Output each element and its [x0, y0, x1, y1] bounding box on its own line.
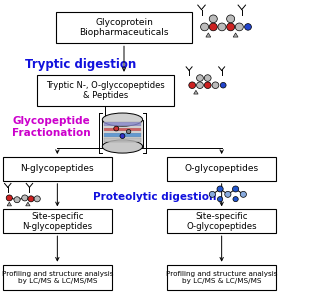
Circle shape	[204, 75, 211, 81]
Bar	[56, 12, 192, 43]
Bar	[104, 138, 141, 142]
Polygon shape	[233, 33, 238, 37]
Circle shape	[240, 191, 246, 197]
Circle shape	[22, 195, 28, 201]
Text: Glycopeptide
Fractionation: Glycopeptide Fractionation	[12, 116, 91, 138]
Text: N-glycopeptides: N-glycopeptides	[20, 164, 94, 173]
Circle shape	[34, 196, 40, 202]
Circle shape	[197, 75, 203, 81]
Ellipse shape	[102, 140, 143, 153]
Bar	[104, 122, 141, 126]
Bar	[3, 265, 112, 290]
Circle shape	[197, 82, 203, 89]
Circle shape	[120, 134, 125, 138]
Circle shape	[209, 23, 217, 31]
Text: Profiling and structure analysis
by LC/MS & LC/MS/MS: Profiling and structure analysis by LC/M…	[166, 271, 277, 284]
Bar	[37, 75, 174, 106]
Circle shape	[227, 15, 235, 23]
Bar	[104, 133, 141, 137]
Bar	[104, 128, 141, 131]
Bar	[167, 265, 276, 290]
Polygon shape	[26, 202, 30, 206]
Ellipse shape	[102, 113, 143, 126]
Text: Profiling and structure analysis
by LC/MS & LC/MS/MS: Profiling and structure analysis by LC/M…	[2, 271, 113, 284]
Circle shape	[6, 195, 12, 201]
Circle shape	[235, 23, 243, 31]
Text: O-glycopeptides: O-glycopeptides	[184, 164, 259, 173]
Circle shape	[218, 23, 226, 31]
Bar	[167, 209, 276, 233]
Text: Site-specific
N-glycopeptides: Site-specific N-glycopeptides	[22, 212, 92, 231]
Bar	[102, 120, 143, 147]
Circle shape	[217, 186, 223, 192]
Text: Proteolytic digestion: Proteolytic digestion	[93, 192, 216, 202]
Text: Site-specific
O-glycopeptides: Site-specific O-glycopeptides	[186, 212, 257, 231]
Circle shape	[114, 126, 119, 131]
Circle shape	[28, 196, 34, 202]
Circle shape	[233, 197, 238, 202]
Circle shape	[232, 186, 239, 192]
Polygon shape	[194, 90, 198, 94]
Circle shape	[245, 24, 251, 30]
Circle shape	[204, 82, 211, 89]
Text: Tryptic digestion: Tryptic digestion	[25, 58, 136, 71]
Circle shape	[218, 197, 223, 202]
Bar	[3, 209, 112, 233]
Text: Tryptic N-, O-glyccopeptides
& Peptides: Tryptic N-, O-glyccopeptides & Peptides	[46, 81, 165, 100]
Bar	[167, 157, 276, 181]
Polygon shape	[7, 202, 11, 206]
Circle shape	[201, 23, 209, 31]
Text: Glycoprotein
Biopharmaceuticals: Glycoprotein Biopharmaceuticals	[79, 18, 169, 37]
Circle shape	[220, 83, 226, 88]
Circle shape	[225, 191, 231, 197]
Circle shape	[209, 191, 215, 197]
Circle shape	[212, 82, 219, 89]
Circle shape	[126, 129, 131, 134]
Circle shape	[189, 82, 196, 89]
Circle shape	[209, 15, 217, 23]
Circle shape	[227, 23, 235, 31]
Bar	[3, 157, 112, 181]
Polygon shape	[206, 33, 211, 37]
Circle shape	[14, 197, 20, 203]
